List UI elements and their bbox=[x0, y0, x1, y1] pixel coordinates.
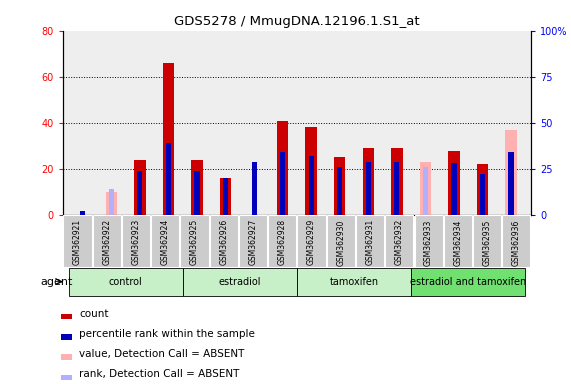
Bar bbox=[277, 121, 288, 215]
Bar bbox=[239, 215, 267, 267]
Bar bbox=[444, 215, 472, 267]
FancyBboxPatch shape bbox=[69, 268, 183, 296]
Bar bbox=[308, 156, 314, 215]
Bar bbox=[337, 167, 343, 215]
Text: GSM362934: GSM362934 bbox=[453, 219, 463, 266]
Text: value, Detection Call = ABSENT: value, Detection Call = ABSENT bbox=[79, 349, 244, 359]
Title: GDS5278 / MmugDNA.12196.1.S1_at: GDS5278 / MmugDNA.12196.1.S1_at bbox=[174, 15, 420, 28]
Bar bbox=[122, 215, 150, 267]
Bar bbox=[210, 215, 238, 267]
Bar bbox=[62, 334, 71, 339]
Text: GSM362923: GSM362923 bbox=[131, 219, 140, 265]
FancyBboxPatch shape bbox=[297, 268, 411, 296]
Text: control: control bbox=[108, 276, 143, 286]
Bar bbox=[194, 171, 200, 215]
Bar bbox=[415, 215, 443, 267]
Text: GSM362935: GSM362935 bbox=[482, 219, 492, 266]
Bar bbox=[151, 215, 179, 267]
Text: estradiol: estradiol bbox=[219, 276, 261, 286]
Bar bbox=[180, 215, 208, 267]
Bar bbox=[356, 215, 384, 267]
Bar bbox=[223, 178, 228, 215]
Text: GSM362925: GSM362925 bbox=[190, 219, 199, 265]
Bar bbox=[80, 211, 86, 215]
Text: GSM362929: GSM362929 bbox=[307, 219, 316, 265]
Bar bbox=[138, 171, 143, 215]
Text: GSM362933: GSM362933 bbox=[424, 219, 433, 266]
Text: rank, Detection Call = ABSENT: rank, Detection Call = ABSENT bbox=[79, 369, 239, 379]
Text: count: count bbox=[79, 309, 108, 319]
Bar bbox=[166, 143, 171, 215]
Bar bbox=[305, 127, 317, 215]
Bar bbox=[63, 215, 91, 267]
Bar bbox=[106, 192, 117, 215]
Bar bbox=[363, 148, 374, 215]
Bar bbox=[191, 160, 203, 215]
FancyBboxPatch shape bbox=[411, 268, 525, 296]
Bar bbox=[108, 189, 114, 215]
Text: GSM362932: GSM362932 bbox=[395, 219, 404, 265]
Bar bbox=[385, 215, 413, 267]
Bar bbox=[220, 178, 231, 215]
Bar bbox=[509, 152, 514, 215]
Bar bbox=[505, 130, 517, 215]
Bar bbox=[327, 215, 355, 267]
Bar bbox=[280, 152, 286, 215]
Text: GSM362924: GSM362924 bbox=[160, 219, 170, 265]
Text: GSM362926: GSM362926 bbox=[219, 219, 228, 265]
Bar bbox=[252, 162, 257, 215]
Bar bbox=[473, 215, 501, 267]
Bar bbox=[502, 215, 530, 267]
Bar bbox=[62, 354, 71, 360]
Bar bbox=[391, 148, 403, 215]
Bar bbox=[334, 157, 345, 215]
Text: percentile rank within the sample: percentile rank within the sample bbox=[79, 329, 255, 339]
Bar bbox=[423, 167, 428, 215]
Text: GSM362921: GSM362921 bbox=[73, 219, 82, 265]
Text: GSM362922: GSM362922 bbox=[102, 219, 111, 265]
Bar bbox=[452, 164, 457, 215]
Bar bbox=[163, 63, 174, 215]
Bar bbox=[448, 151, 460, 215]
Bar bbox=[366, 162, 371, 215]
FancyBboxPatch shape bbox=[183, 268, 297, 296]
Text: GSM362930: GSM362930 bbox=[336, 219, 345, 266]
Text: GSM362927: GSM362927 bbox=[248, 219, 258, 265]
Text: GSM362936: GSM362936 bbox=[512, 219, 521, 266]
Bar bbox=[62, 374, 71, 380]
Text: GSM362928: GSM362928 bbox=[278, 219, 287, 265]
Bar bbox=[134, 160, 146, 215]
Text: tamoxifen: tamoxifen bbox=[329, 276, 379, 286]
Text: estradiol and tamoxifen: estradiol and tamoxifen bbox=[410, 276, 526, 286]
Bar bbox=[480, 174, 485, 215]
Bar bbox=[62, 314, 71, 319]
Bar bbox=[420, 162, 431, 215]
Bar bbox=[268, 215, 296, 267]
Bar bbox=[394, 162, 400, 215]
Text: GSM362931: GSM362931 bbox=[365, 219, 375, 265]
Bar bbox=[297, 215, 325, 267]
Bar bbox=[477, 164, 488, 215]
Bar bbox=[93, 215, 121, 267]
Text: agent: agent bbox=[40, 276, 73, 286]
